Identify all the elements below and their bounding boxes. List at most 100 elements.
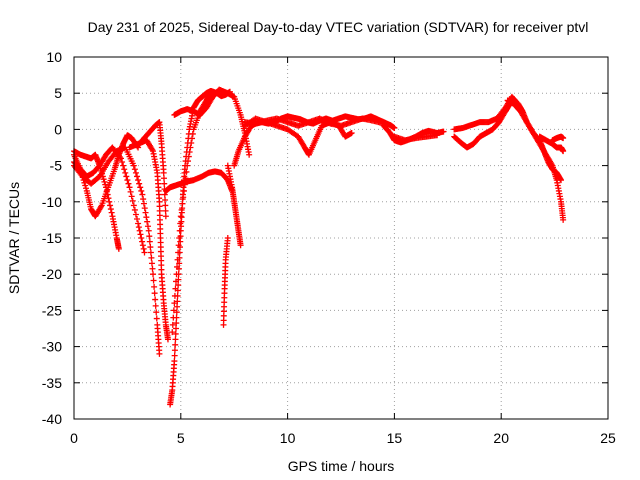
data-point — [107, 206, 114, 213]
data-point — [134, 215, 141, 222]
data-point — [156, 350, 163, 357]
data-point — [189, 135, 196, 142]
data-point — [105, 195, 112, 202]
data-point — [176, 260, 183, 267]
data-point — [140, 200, 147, 207]
data-markers — [71, 86, 567, 408]
data-point — [140, 245, 147, 252]
x-axis-label: GPS time / hours — [288, 458, 395, 474]
data-point — [171, 352, 178, 359]
data-point — [148, 260, 155, 267]
data-point — [136, 180, 143, 187]
data-point — [108, 209, 115, 216]
plot-frame — [73, 56, 609, 420]
data-point — [130, 202, 137, 209]
data-point — [181, 187, 188, 194]
data-point — [136, 227, 143, 234]
data-point — [177, 213, 184, 220]
data-point — [224, 235, 231, 241]
data-point — [175, 282, 182, 289]
data-point — [558, 177, 565, 184]
data-point — [160, 175, 167, 182]
data-point — [122, 169, 129, 176]
series-track-18 — [451, 101, 513, 151]
data-point — [440, 128, 447, 135]
data-point — [171, 347, 178, 354]
data-point — [144, 218, 151, 225]
data-point — [174, 256, 181, 263]
data-point — [185, 153, 192, 160]
data-point — [153, 309, 160, 316]
series-track-6 — [139, 119, 169, 220]
x-tick-label: 25 — [600, 430, 616, 446]
data-point — [148, 254, 155, 261]
data-point — [127, 188, 134, 195]
data-point — [175, 249, 182, 256]
series-track-8 — [169, 90, 214, 336]
data-point — [172, 325, 179, 332]
data-point — [145, 227, 152, 234]
data-point — [137, 231, 144, 238]
data-point — [171, 292, 178, 299]
data-point — [161, 191, 168, 198]
y-tick-label: 5 — [54, 85, 62, 101]
data-point — [173, 271, 180, 278]
series-track-17 — [391, 132, 441, 144]
y-tick-label: 0 — [54, 121, 62, 137]
data-point — [185, 158, 192, 165]
data-point — [119, 158, 126, 165]
data-point — [140, 196, 147, 203]
data-point — [171, 358, 178, 365]
data-point — [179, 200, 186, 207]
x-tick-label: 0 — [70, 430, 78, 446]
y-tick-label: -30 — [42, 339, 62, 355]
data-point — [103, 184, 110, 191]
data-point — [560, 148, 567, 155]
data-point — [172, 330, 179, 337]
data-point — [141, 205, 148, 212]
data-point — [176, 227, 183, 234]
y-tick-label: -5 — [50, 158, 63, 174]
data-point — [106, 198, 113, 205]
x-tick-label: 20 — [493, 430, 509, 446]
data-point — [83, 185, 90, 192]
data-point — [147, 244, 154, 251]
data-point — [117, 155, 124, 162]
series-track-22 — [549, 133, 567, 144]
data-point — [146, 233, 153, 240]
data-point — [121, 166, 128, 173]
data-point — [188, 139, 195, 146]
data-point — [164, 336, 171, 343]
data-point — [560, 216, 567, 223]
data-point — [149, 265, 156, 272]
data-point — [138, 187, 145, 194]
y-tick-label: -10 — [42, 194, 62, 210]
data-point — [120, 162, 127, 169]
data-point — [139, 191, 146, 198]
data-point — [184, 162, 191, 169]
x-tick-label: 10 — [280, 430, 296, 446]
data-point — [560, 135, 567, 142]
data-point — [141, 249, 148, 256]
data-point — [169, 321, 176, 328]
data-point — [101, 178, 108, 185]
data-point — [162, 196, 169, 203]
data-point — [139, 238, 146, 245]
data-point — [177, 238, 184, 245]
y-tick-label: -40 — [42, 411, 62, 427]
data-point — [139, 242, 146, 249]
data-point — [153, 315, 160, 322]
series-track-15 — [241, 115, 387, 129]
data-point — [176, 235, 183, 241]
data-point — [348, 130, 355, 137]
data-point — [132, 211, 139, 218]
data-point — [131, 206, 138, 213]
data-point — [189, 130, 196, 137]
data-point — [187, 144, 194, 151]
data-point — [124, 177, 131, 184]
series-track-20 — [504, 97, 565, 184]
x-tick-label: 15 — [387, 430, 403, 446]
data-point — [152, 296, 159, 303]
data-point — [102, 181, 109, 188]
